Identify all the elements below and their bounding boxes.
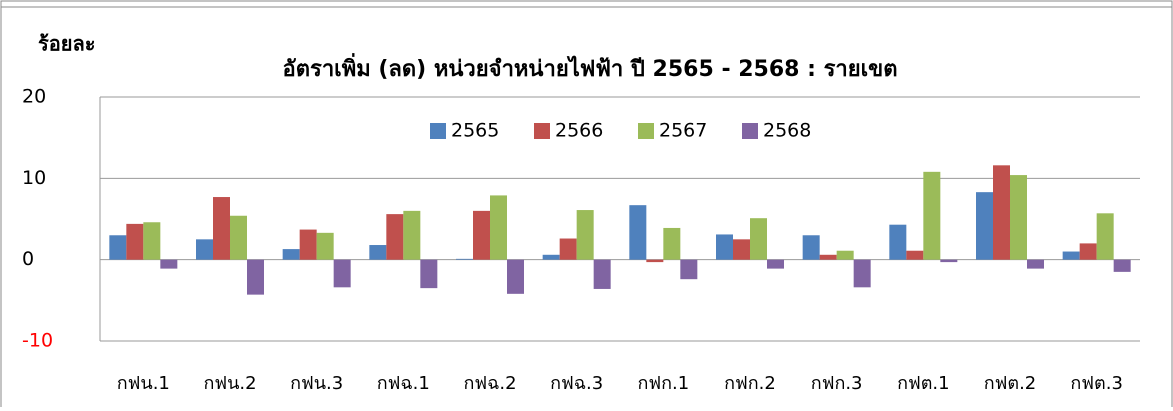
- bar: [230, 215, 247, 260]
- x-tick-label: กฟก.3: [811, 373, 863, 394]
- legend-label: 2567: [659, 120, 707, 142]
- bar: [403, 210, 421, 260]
- x-tick-label: กฟก.2: [724, 373, 776, 394]
- bar: [196, 239, 213, 260]
- bar: [716, 234, 733, 260]
- x-tick-label: กฟน.2: [203, 373, 256, 394]
- x-tick-label: กฟน.3: [290, 373, 343, 394]
- bar: [802, 235, 820, 260]
- bar: [160, 259, 178, 269]
- y-tick-label: 10: [22, 167, 46, 189]
- bar: [316, 232, 334, 260]
- bar: [542, 254, 560, 260]
- x-tick-label: กฟฉ.1: [377, 373, 430, 394]
- bar: [593, 259, 611, 289]
- bar: [490, 195, 507, 260]
- bar: [889, 224, 907, 260]
- bar: [576, 210, 594, 260]
- bar: [680, 259, 698, 280]
- bar: [923, 171, 941, 260]
- bar: [143, 222, 161, 260]
- bar: [1027, 259, 1044, 269]
- bar: [369, 245, 387, 260]
- legend-swatch: [742, 123, 758, 139]
- bar: [906, 250, 924, 260]
- y-tick-label: 0: [22, 248, 34, 270]
- bar: [247, 259, 264, 295]
- x-tick-label: กฟฉ.2: [463, 373, 516, 394]
- legend-label: 2568: [763, 120, 811, 142]
- bar: [993, 165, 1010, 260]
- legend-swatch: [534, 123, 550, 139]
- legend-label: 2565: [451, 120, 499, 142]
- legend-swatch: [430, 123, 446, 139]
- bar: [109, 235, 127, 260]
- x-tick-label: กฟต.1: [897, 373, 950, 394]
- y-axis-label: ร้อยละ: [38, 32, 95, 56]
- x-tick-label: กฟฉ.3: [550, 373, 603, 394]
- bar: [559, 238, 577, 260]
- bar: [299, 229, 317, 260]
- y-tick-label: -10: [22, 330, 53, 352]
- x-tick-label: กฟต.3: [1070, 373, 1123, 394]
- bar: [646, 259, 664, 263]
- bar: [767, 259, 784, 269]
- bar: [1096, 213, 1114, 260]
- bar: [456, 258, 473, 260]
- bar: [750, 218, 767, 260]
- y-tick-label: 20: [22, 86, 46, 108]
- bar: [1062, 251, 1080, 260]
- bar: [1079, 243, 1097, 260]
- bar: [1113, 259, 1131, 272]
- bar: [420, 259, 438, 289]
- bar: [853, 259, 871, 288]
- bar: [733, 239, 750, 260]
- bar: [836, 250, 854, 260]
- x-tick-label: กฟน.1: [117, 373, 170, 394]
- bar: [819, 254, 837, 260]
- bar: [126, 223, 144, 260]
- bar: [507, 259, 524, 294]
- bar: [663, 227, 681, 260]
- x-tick-label: กฟต.2: [984, 373, 1037, 394]
- bar: [1010, 175, 1027, 260]
- legend-swatch: [638, 123, 654, 139]
- x-tick-label: กฟก.1: [637, 373, 689, 394]
- bar: [213, 197, 230, 260]
- bar: [940, 259, 958, 263]
- bar: [629, 205, 647, 260]
- chart-title: อัตราเพิ่ม (ลด) หน่วยจำหน่ายไฟฟ้า ปี 256…: [283, 52, 898, 82]
- bar: [333, 259, 351, 288]
- legend-label: 2566: [555, 120, 603, 142]
- bar: [976, 192, 993, 260]
- bar: [386, 214, 404, 260]
- bar: [473, 210, 490, 260]
- bar: [282, 249, 300, 260]
